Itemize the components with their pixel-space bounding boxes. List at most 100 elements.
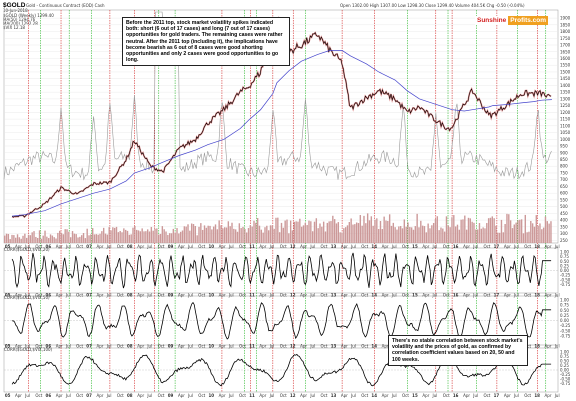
x-axis-label: Oct bbox=[117, 393, 124, 398]
x-axis-label: Apr bbox=[96, 344, 103, 349]
x-axis-label: 07 bbox=[86, 293, 92, 298]
volume-bar bbox=[99, 233, 101, 243]
volume-bar bbox=[381, 229, 384, 243]
x-axis-label: Apr bbox=[56, 293, 63, 298]
volume-bar bbox=[337, 222, 340, 243]
volume-bar bbox=[500, 219, 503, 243]
x-axis-label: Jul bbox=[472, 244, 478, 249]
x-axis-label: 08 bbox=[127, 344, 133, 349]
volume-bar bbox=[108, 227, 110, 243]
volume-bar bbox=[497, 232, 499, 243]
x-axis-label: 11 bbox=[249, 344, 255, 349]
volume-bar bbox=[233, 228, 235, 243]
x-axis-label: Oct bbox=[402, 393, 409, 398]
x-axis-label: Jul bbox=[187, 344, 193, 349]
volume-bar bbox=[119, 230, 121, 243]
x-axis-label: Apr bbox=[15, 344, 22, 349]
volume-bar bbox=[299, 218, 301, 243]
volume-bar bbox=[264, 227, 266, 243]
volume-bar bbox=[159, 233, 162, 243]
volume-bar bbox=[291, 230, 294, 243]
volume-bar bbox=[84, 238, 87, 243]
x-axis-label: 16 bbox=[453, 293, 459, 298]
volume-bar bbox=[126, 230, 129, 243]
volume-bar bbox=[460, 219, 462, 243]
volume-bar bbox=[385, 220, 387, 243]
volume-bar bbox=[398, 226, 400, 243]
corr-tick-label: 0.75 bbox=[560, 303, 569, 308]
volume-bar bbox=[178, 233, 180, 243]
x-axis-label: 18 bbox=[534, 393, 540, 398]
volume-bar bbox=[205, 227, 208, 243]
x-axis-label: Jul bbox=[391, 293, 397, 298]
x-axis-label: Oct bbox=[158, 293, 165, 298]
volume-bar bbox=[509, 220, 512, 243]
volume-bar bbox=[174, 232, 176, 243]
volume-bar bbox=[421, 225, 424, 243]
volume-bar bbox=[431, 225, 433, 243]
volume-bar bbox=[130, 234, 132, 243]
x-axis-label: Oct bbox=[198, 393, 205, 398]
x-axis-label: Jul bbox=[309, 393, 315, 398]
volume-bar bbox=[117, 232, 120, 243]
volume-bars bbox=[4, 213, 552, 243]
volume-bar bbox=[244, 228, 246, 243]
volume-bar bbox=[531, 223, 534, 243]
x-axis-label: 05 bbox=[5, 244, 11, 249]
volume-bar bbox=[339, 232, 341, 243]
corr-tick-label: 1.00 bbox=[560, 298, 569, 303]
volume-bar bbox=[486, 223, 488, 243]
x-axis-label: 18 bbox=[534, 244, 540, 249]
volume-bar bbox=[489, 217, 492, 243]
volume-bar bbox=[293, 221, 296, 243]
volume-bar bbox=[249, 225, 252, 243]
x-axis-label: Oct bbox=[35, 244, 42, 249]
x-axis-label: 17 bbox=[494, 293, 500, 298]
x-axis-label: Oct bbox=[117, 344, 124, 349]
x-axis-label: Oct bbox=[402, 293, 409, 298]
volume-bar bbox=[60, 233, 63, 243]
x-axis-label: 15 bbox=[412, 293, 418, 298]
x-axis-label: Apr bbox=[300, 293, 307, 298]
x-axis-label: Apr bbox=[96, 293, 103, 298]
x-axis-label: Jul bbox=[65, 293, 71, 298]
x-axis-label: Apr bbox=[504, 393, 511, 398]
volume-bar bbox=[251, 226, 253, 243]
volume-bar bbox=[374, 219, 376, 243]
volume-bar bbox=[13, 235, 15, 243]
volume-bar bbox=[46, 236, 48, 243]
volume-bar bbox=[95, 234, 98, 243]
volume-bar bbox=[541, 229, 543, 243]
chart-stats: Open 1302.00 High 1307.00 Low 1298.30 Cl… bbox=[340, 3, 525, 8]
volume-bar bbox=[322, 221, 325, 243]
volume-bar bbox=[86, 228, 88, 243]
price-tick-label: 550 bbox=[560, 197, 568, 202]
x-axis-label: 13 bbox=[331, 244, 337, 249]
x-axis-label: Apr bbox=[137, 393, 144, 398]
volume-bar bbox=[458, 229, 461, 243]
x-axis-label: Apr bbox=[219, 244, 226, 249]
x-axis-label: Oct bbox=[443, 393, 450, 398]
x-axis-label: Oct bbox=[361, 244, 368, 249]
volume-bar bbox=[27, 234, 30, 243]
x-axis-label: Apr bbox=[259, 244, 266, 249]
volume-bar bbox=[482, 227, 484, 243]
x-axis-label: 07 bbox=[86, 393, 92, 398]
volume-bar bbox=[185, 226, 187, 243]
volume-bar bbox=[207, 225, 209, 243]
volume-bar bbox=[209, 225, 211, 243]
volume-bar bbox=[376, 218, 378, 243]
corr-tick-label: 0.25 bbox=[560, 363, 569, 368]
x-axis-label: Jul bbox=[65, 244, 71, 249]
volume-bar bbox=[313, 221, 316, 243]
x-axis-label: Jul bbox=[350, 344, 356, 349]
volume-bar bbox=[229, 226, 231, 243]
x-axis-label: Jul bbox=[106, 293, 112, 298]
x-axis-label: 09 bbox=[168, 293, 174, 298]
volume-bar bbox=[25, 237, 28, 243]
volume-bar bbox=[308, 220, 310, 243]
volume-bar bbox=[192, 224, 195, 243]
volume-bar bbox=[343, 228, 345, 243]
price-tick-label: 650 bbox=[560, 184, 568, 189]
x-axis-label: Apr bbox=[341, 244, 348, 249]
